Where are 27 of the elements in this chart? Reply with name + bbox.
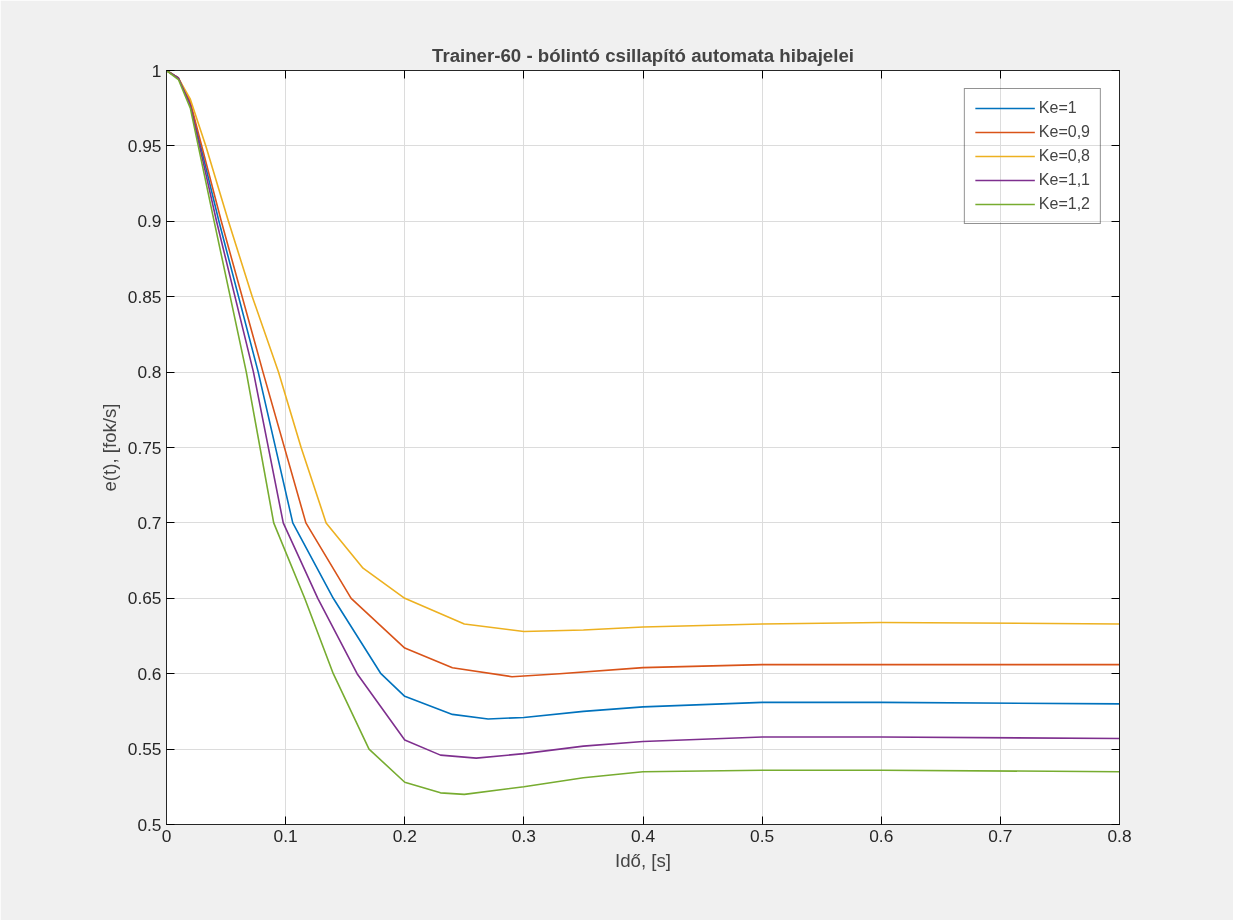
x-axis-title: Idő, [s] [615, 849, 671, 871]
chart-title: Trainer-60 - bólintó csillapító automata hibajelei [432, 44, 854, 66]
y-tick-label: 0.75 [127, 437, 162, 458]
y-tick-label: 1 [151, 60, 162, 81]
y-axis-title: e(t), [fok/s] [98, 403, 120, 492]
y-tick-label: 0.85 [127, 286, 162, 307]
y-tick-label: 0.65 [127, 588, 162, 609]
y-tick-label: 0.95 [127, 135, 162, 156]
legend-label: Ke=1 [1038, 99, 1077, 117]
x-tick-label: 0.8 [1107, 825, 1132, 846]
y-tick-label: 0.55 [127, 739, 162, 760]
x-tick-label: 0.5 [750, 825, 775, 846]
legend-label: Ke=1,1 [1038, 171, 1090, 189]
y-tick-label: 0.6 [137, 663, 162, 684]
x-tick-label: 0.6 [869, 825, 894, 846]
x-tick-label: 0 [161, 825, 172, 846]
y-tick-label: 0.9 [137, 211, 162, 232]
x-tick-label: 0.3 [511, 825, 536, 846]
x-tick-label: 0.4 [630, 825, 656, 846]
x-tick-label: 0.7 [988, 825, 1013, 846]
legend-label: Ke=0,9 [1038, 123, 1090, 141]
x-tick-label: 0.1 [273, 825, 298, 846]
y-tick-label: 0.7 [137, 512, 162, 533]
legend-label: Ke=0,8 [1038, 147, 1090, 165]
y-tick-label: 0.8 [137, 362, 162, 383]
x-tick-label: 0.2 [392, 825, 417, 846]
legend-label: Ke=1,2 [1038, 195, 1090, 213]
